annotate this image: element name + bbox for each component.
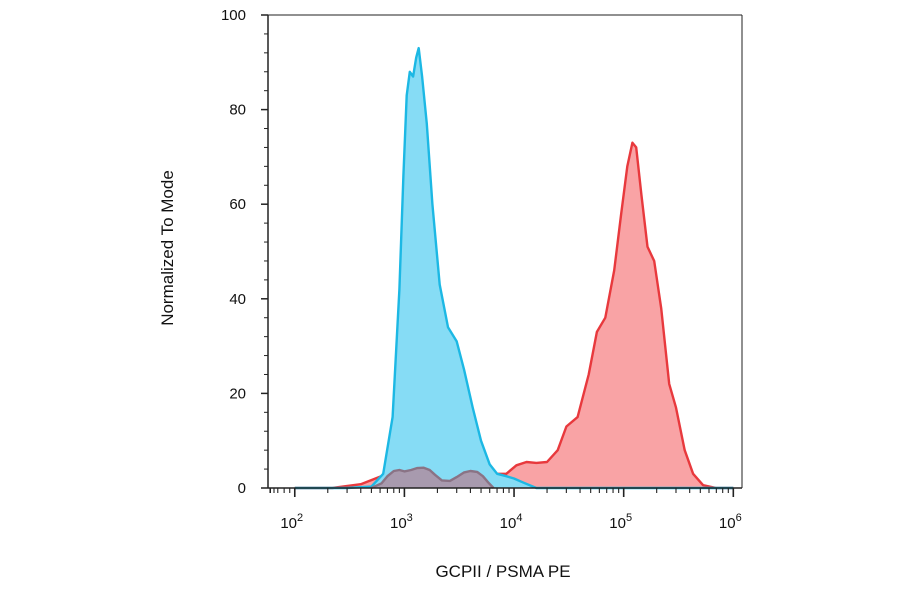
y-tick-label: 20 xyxy=(229,385,246,402)
y-axis-title: Normalized To Mode xyxy=(158,170,177,326)
x-tick-label: 103 xyxy=(390,512,413,532)
plot-area xyxy=(294,46,734,490)
y-tick-label: 100 xyxy=(221,7,246,24)
series-1-line xyxy=(294,46,734,490)
series-0-area xyxy=(294,142,734,488)
x-tick-label: 106 xyxy=(719,512,742,532)
x-axis: 102 103 104 105 106 xyxy=(269,488,742,532)
x-tick-label: 104 xyxy=(500,512,523,532)
x-tick-label: 102 xyxy=(280,512,303,532)
series-2-line xyxy=(370,466,495,490)
y-tick-label: 40 xyxy=(229,291,246,308)
x-axis-title: GCPII / PSMA PE xyxy=(435,562,570,581)
y-tick-label: 0 xyxy=(238,480,246,497)
series-2-area xyxy=(371,467,494,488)
y-tick-label: 80 xyxy=(229,102,246,119)
y-axis: 0 20 40 60 80 100 xyxy=(221,7,268,497)
y-tick-label: 60 xyxy=(229,196,246,213)
x-tick-label: 105 xyxy=(609,512,632,532)
